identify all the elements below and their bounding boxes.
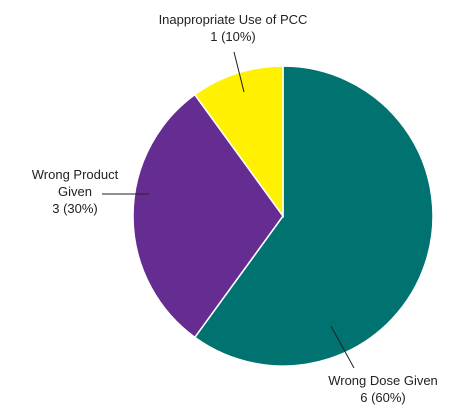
slice-value-text: 6 (60%) [360,390,406,405]
slice-label-group-1: Wrong Dose Given 6 (60%) [328,325,438,405]
slice-label-line: Wrong Product [32,167,119,182]
pie-slice-2 [132,93,284,339]
slice-value-text: 3 (30%) [52,201,98,216]
pie-slices [132,65,434,367]
slice-label-line: Wrong Dose Given [328,373,438,388]
leader-line-1 [330,325,355,369]
slice-label-line: Given [58,184,92,199]
slice-label-3: Inappropriate Use of PCC 1 (10%) [159,12,308,44]
slice-label-group-2: Wrong Product Given 3 (30%) [32,167,149,216]
slice-label-2: Wrong Product Given 3 (30%) [32,167,119,216]
slice-label-1: Wrong Dose Given 6 (60%) [328,373,438,405]
slice-value-text: 1 (10%) [210,29,256,44]
pie-slice-1 [193,65,434,367]
pie-slice-3 [193,65,284,219]
slice-label-group-3: Inappropriate Use of PCC 1 (10%) [159,12,308,93]
leader-line-3 [233,51,245,93]
slice-label-line: Inappropriate Use of PCC [159,12,308,27]
